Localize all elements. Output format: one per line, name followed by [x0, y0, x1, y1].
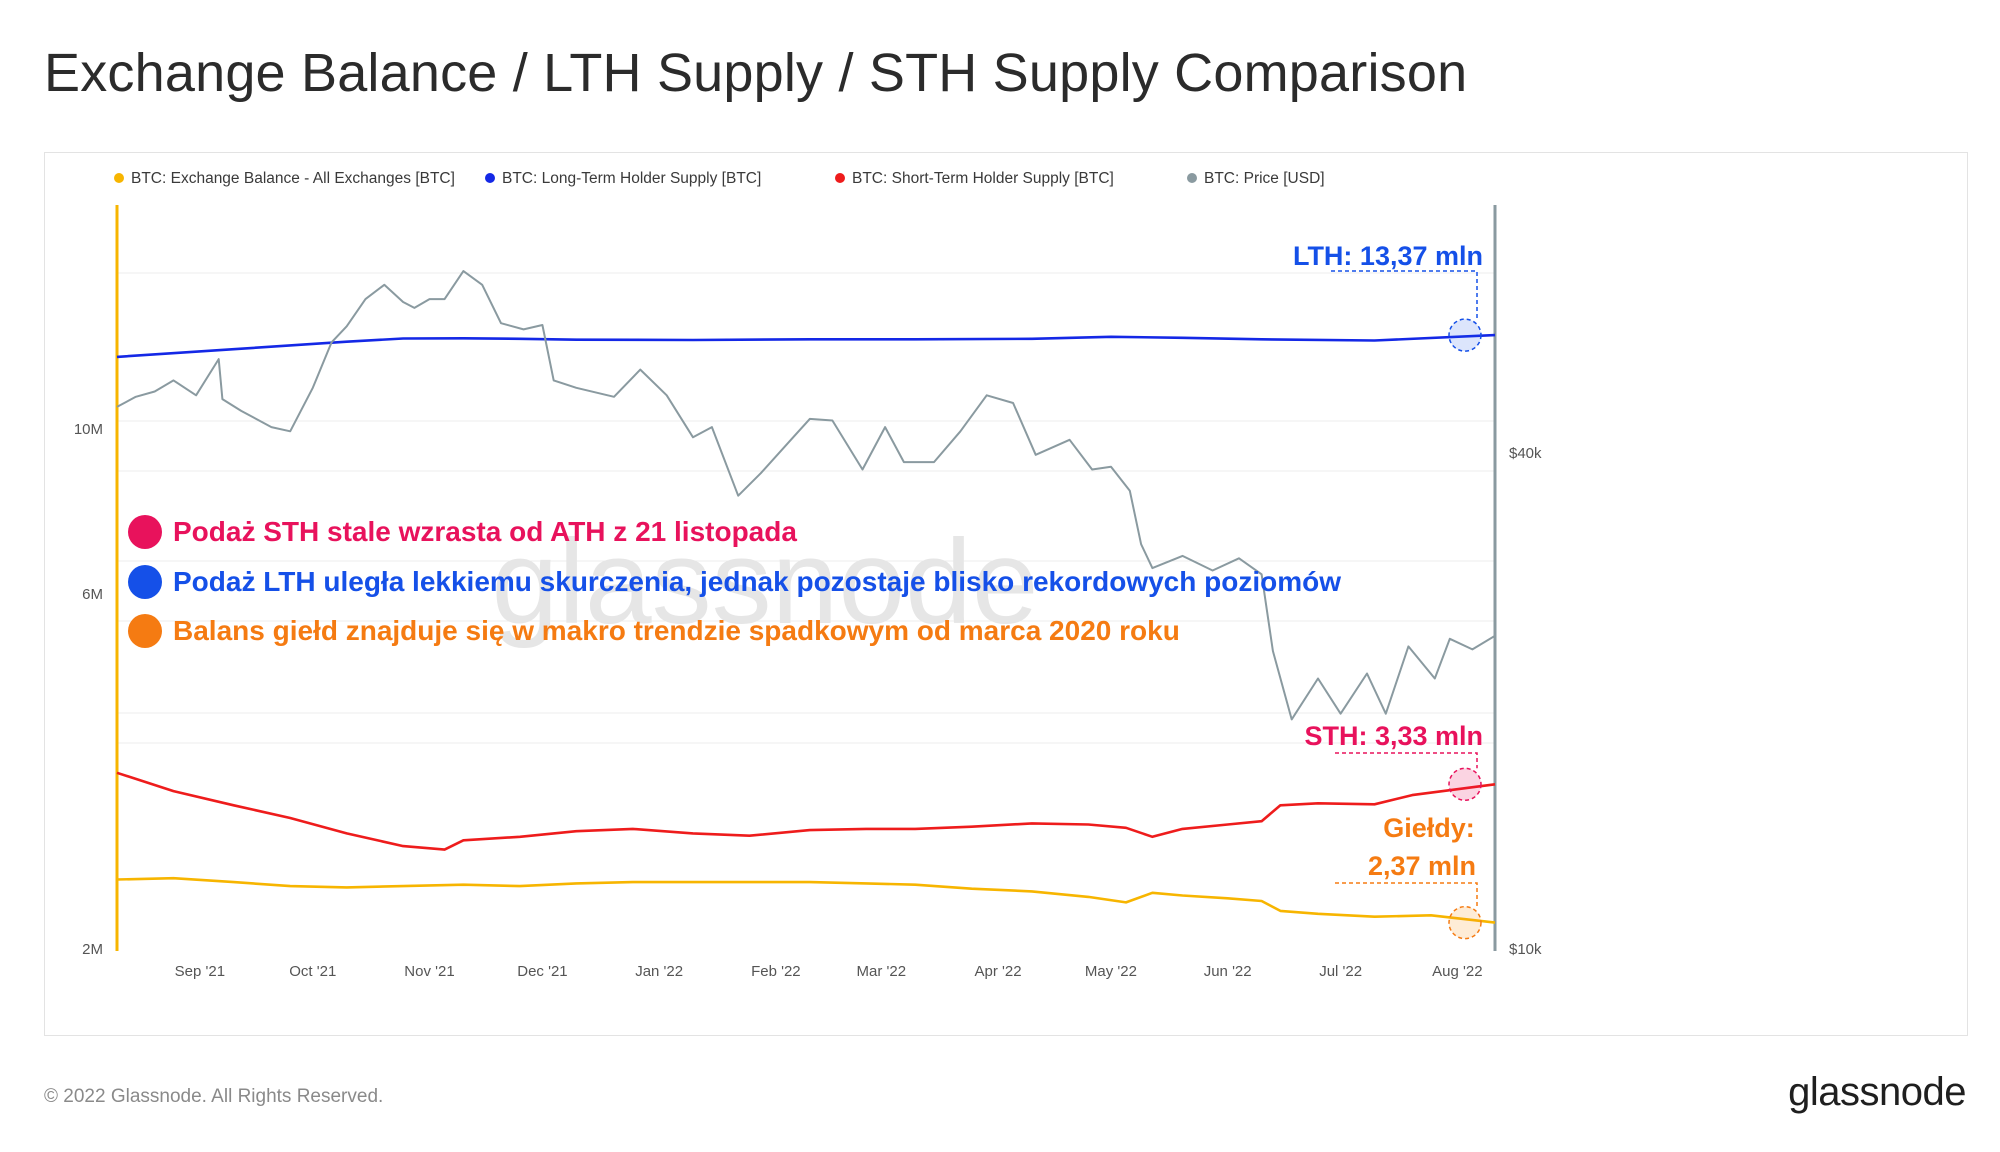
legend-label: BTC: Short-Term Holder Supply [BTC] [852, 170, 1114, 187]
x-axis-tick-label: Mar '22 [857, 963, 907, 980]
legend-marker [114, 173, 124, 183]
legend-label: BTC: Price [USD] [1204, 170, 1325, 187]
gridlines [117, 272, 1495, 744]
price-line [116, 270, 1496, 721]
x-axis-tick-label: Jul '22 [1319, 963, 1362, 980]
legend: BTC: Exchange Balance - All Exchanges [B… [114, 170, 1325, 187]
annotations: Podaż STH stale wzrasta od ATH z 21 list… [128, 515, 1341, 648]
annotation-text: Balans giełd znajduje się w makro trendz… [173, 615, 1180, 646]
annotation-dot [128, 614, 162, 648]
sth-callout-label: STH: 3,33 mln [1304, 721, 1483, 751]
lth-callout-label: LTH: 13,37 mln [1293, 241, 1483, 271]
left-axis-tick-label: 6M [82, 586, 103, 603]
x-axis-tick-label: Apr '22 [974, 963, 1021, 980]
annotation-text: Podaż LTH uległa lekkiemu skurczenia, je… [173, 566, 1341, 597]
x-axis-tick-label: May '22 [1085, 963, 1137, 980]
x-axis-tick-label: Oct '21 [289, 963, 336, 980]
legend-label: BTC: Long-Term Holder Supply [BTC] [502, 170, 761, 187]
sth-end-marker [1448, 767, 1482, 802]
lth-end-marker [1448, 318, 1482, 352]
right-axis-tick-label: $40k [1509, 445, 1542, 462]
annotation-dot [128, 565, 162, 599]
x-axis-tick-label: Feb '22 [751, 963, 801, 980]
x-axis-tick-label: Jan '22 [635, 963, 683, 980]
x-axis-tick-label: Sep '21 [175, 963, 225, 980]
chart-svg: glassnode BTC: Exchange Balance - All Exc… [74, 170, 1542, 980]
legend-label: BTC: Exchange Balance - All Exchanges [B… [131, 170, 455, 187]
watermark-text: glassnode [491, 515, 1038, 649]
left-axis-tick-label: 10M [74, 421, 103, 438]
annotation-text: Podaż STH stale wzrasta od ATH z 21 list… [173, 516, 797, 547]
page-title: Exchange Balance / LTH Supply / STH Supp… [44, 43, 1468, 103]
left-axis-tick-label: 2M [82, 941, 103, 958]
x-axis-tick-label: Dec '21 [517, 963, 567, 980]
footer-brand-logo: glassnode [1788, 1070, 1966, 1114]
chart-card: glassnode BTC: Exchange Balance - All Exc… [44, 152, 1968, 1036]
right-axis-tick-label: $10k [1509, 941, 1542, 958]
exchange-callout-label-1: Giełdy: [1383, 813, 1475, 843]
exchange-end-marker [1448, 905, 1482, 940]
sth-supply-line [116, 771, 1496, 851]
footer-copyright: © 2022 Glassnode. All Rights Reserved. [44, 1086, 384, 1107]
exchange-callout-leader [1335, 882, 1478, 907]
sth-callout-leader [1335, 752, 1478, 769]
legend-marker [485, 173, 495, 183]
x-axis-tick-label: Aug '22 [1432, 963, 1482, 980]
exchange-callout-label-2: 2,37 mln [1368, 851, 1476, 881]
lth-supply-line [116, 333, 1496, 359]
legend-marker [835, 173, 845, 183]
lth-callout-leader [1331, 270, 1478, 320]
legend-marker [1187, 173, 1197, 183]
annotation-dot [128, 515, 162, 549]
x-axis-tick-label: Nov '21 [404, 963, 454, 980]
x-axis-tick-label: Jun '22 [1204, 963, 1252, 980]
exchange-balance-line [116, 876, 1496, 924]
